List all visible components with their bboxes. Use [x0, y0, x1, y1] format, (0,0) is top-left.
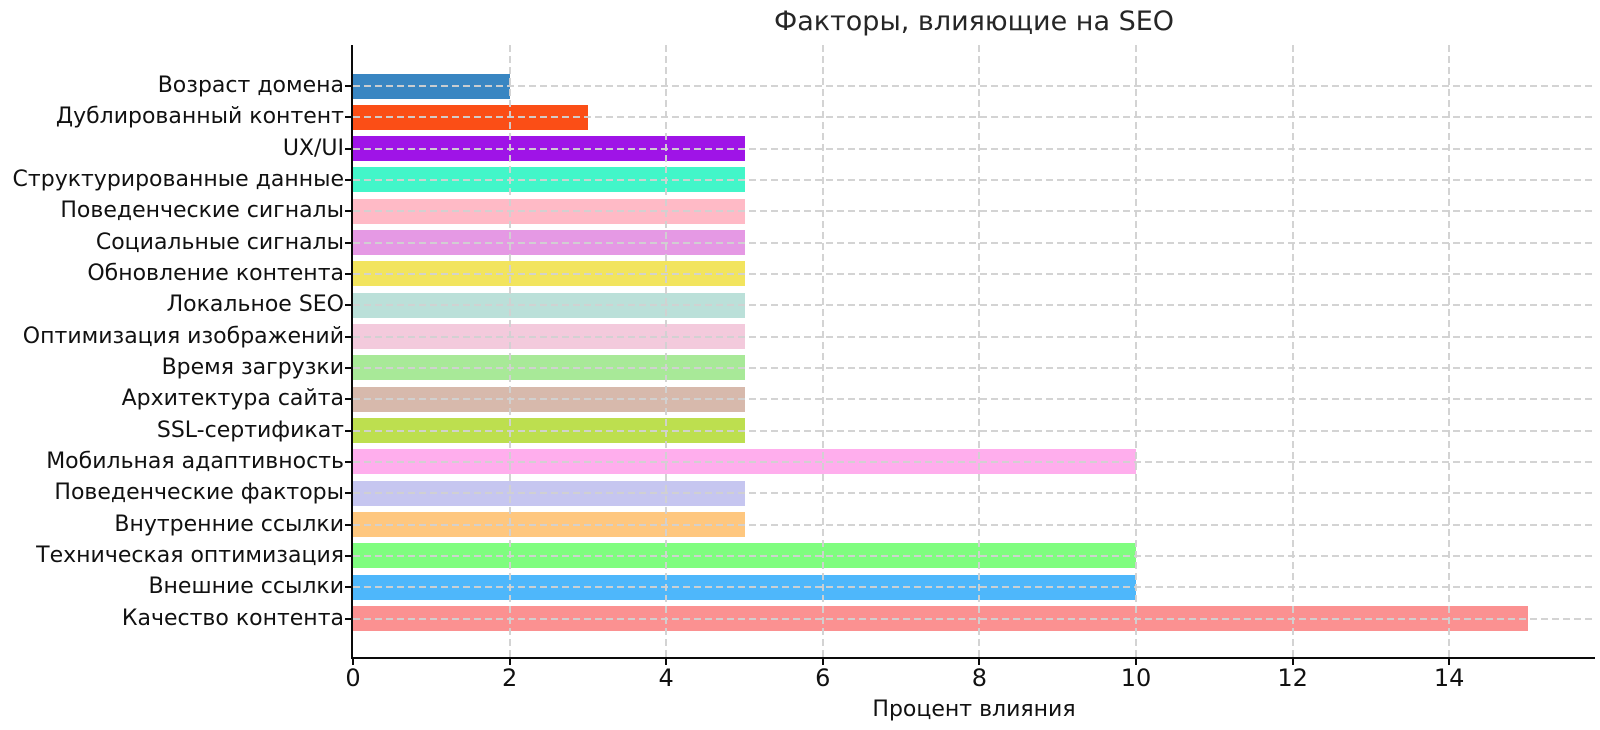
y-axis-label: SSL-сертификат: [156, 417, 344, 443]
horizontal-gridline: [353, 178, 1595, 181]
horizontal-gridline: [353, 147, 1595, 150]
vertical-gridline: [978, 45, 981, 657]
y-axis-label: Внешние ссылки: [148, 574, 344, 600]
y-axis-label: Социальные сигналы: [95, 229, 344, 255]
y-axis-label: Локальное SEO: [166, 292, 344, 318]
horizontal-gridline: [353, 398, 1595, 401]
horizontal-gridline: [353, 554, 1595, 557]
plot-area: [351, 45, 1595, 659]
y-axis-spine: [351, 45, 353, 659]
y-axis-label: Техническая оптимизация: [36, 542, 344, 568]
y-axis-label: Структурированные данные: [12, 166, 344, 192]
x-tick-mark: [1448, 657, 1451, 665]
horizontal-gridline: [353, 586, 1595, 589]
x-tick-mark: [508, 657, 511, 665]
horizontal-gridline: [353, 85, 1595, 87]
y-tick-mark: [345, 241, 353, 244]
y-axis-label: Время загрузки: [161, 354, 344, 380]
y-tick-mark: [345, 335, 353, 338]
horizontal-gridline: [353, 366, 1595, 369]
y-axis-label: Возраст домена: [157, 73, 344, 98]
y-axis-label: Оптимизация изображений: [22, 323, 344, 349]
horizontal-gridline: [353, 492, 1595, 495]
x-axis-label: Процент влияния: [872, 697, 1076, 722]
y-axis-label: Мобильная адаптивность: [46, 448, 344, 474]
horizontal-gridline: [353, 241, 1595, 244]
y-tick-mark: [345, 147, 353, 150]
x-tick-mark: [1135, 657, 1137, 665]
x-tick-mark: [978, 657, 981, 665]
horizontal-gridline: [353, 304, 1595, 307]
x-tick-label: 12: [1277, 664, 1308, 692]
x-tick-mark: [665, 657, 668, 665]
vertical-gridline: [1135, 45, 1137, 657]
chart-title: Факторы, влияющие на SEO: [773, 6, 1175, 37]
y-axis-label: Поведенческие факторы: [54, 480, 344, 506]
x-tick-label: 0: [345, 664, 361, 692]
y-axis-label: Архитектура сайта: [121, 386, 344, 412]
x-tick-mark: [821, 657, 824, 665]
y-tick-mark: [345, 617, 353, 620]
horizontal-gridline: [353, 272, 1595, 275]
y-tick-mark: [345, 85, 353, 87]
y-axis-label: UX/UI: [282, 135, 344, 161]
y-axis-label: Внутренние ссылки: [114, 511, 344, 537]
y-tick-mark: [345, 523, 353, 526]
y-tick-mark: [345, 429, 353, 432]
y-axis-label: Поведенческие сигналы: [60, 198, 344, 224]
horizontal-gridline: [353, 429, 1595, 432]
y-tick-mark: [345, 116, 353, 119]
y-tick-mark: [345, 398, 353, 401]
vertical-gridline: [821, 45, 824, 657]
horizontal-gridline: [353, 460, 1595, 463]
y-axis-label: Обновление контента: [87, 260, 344, 286]
y-axis-label: Качество контента: [121, 605, 344, 631]
x-tick-label: 10: [1120, 664, 1152, 692]
x-tick-label: 6: [815, 664, 831, 692]
y-tick-mark: [345, 272, 353, 275]
y-tick-mark: [345, 304, 353, 307]
y-tick-mark: [345, 554, 353, 557]
x-tick-mark: [1291, 657, 1294, 665]
x-tick-label: 14: [1433, 664, 1465, 692]
horizontal-gridline: [353, 116, 1595, 119]
y-tick-mark: [345, 178, 353, 181]
y-axis-label: Дублированный контент: [55, 104, 344, 130]
x-tick-label: 4: [658, 664, 674, 692]
vertical-gridline: [1448, 45, 1451, 657]
y-tick-mark: [345, 210, 353, 213]
y-tick-mark: [345, 492, 353, 495]
y-tick-mark: [345, 366, 353, 369]
horizontal-gridline: [353, 210, 1595, 213]
horizontal-gridline: [353, 335, 1595, 338]
vertical-gridline: [665, 45, 668, 657]
x-tick-label: 2: [501, 664, 518, 692]
vertical-gridline: [1291, 45, 1294, 657]
vertical-gridline: [508, 45, 511, 657]
horizontal-gridline: [353, 617, 1595, 620]
y-tick-mark: [345, 586, 353, 589]
x-axis-spine: [351, 657, 1595, 659]
x-tick-label: 8: [971, 664, 988, 692]
x-tick-mark: [352, 657, 354, 665]
y-tick-mark: [345, 460, 353, 463]
horizontal-gridline: [353, 523, 1595, 526]
